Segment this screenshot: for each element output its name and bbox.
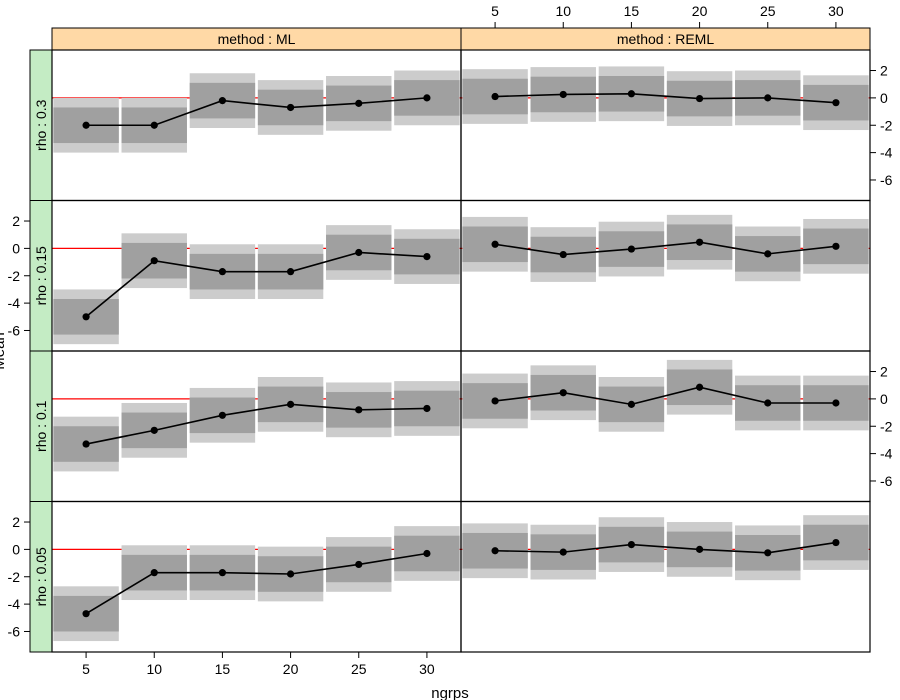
panel <box>52 225 461 344</box>
y-tick-label: -6 <box>880 473 893 489</box>
data-point <box>287 268 294 275</box>
data-point <box>151 569 158 576</box>
data-point <box>491 93 498 100</box>
y-tick-label: 2 <box>880 63 888 79</box>
x-tick-label: 30 <box>828 3 844 19</box>
x-tick-label: 10 <box>146 661 162 677</box>
data-point <box>151 122 158 129</box>
data-point <box>560 91 567 98</box>
data-point <box>287 401 294 408</box>
y-tick-label: -6 <box>8 623 21 639</box>
data-point <box>628 401 635 408</box>
data-point <box>151 257 158 264</box>
col-strip-label: method : REML <box>617 31 714 47</box>
data-point <box>82 440 89 447</box>
data-point <box>628 245 635 252</box>
data-point <box>355 100 362 107</box>
row-strip-label: rho : 0.15 <box>33 246 49 305</box>
y-axis-title: Mean <box>0 332 8 370</box>
panel <box>52 526 461 641</box>
data-point <box>287 104 294 111</box>
row-strip-label: rho : 0.1 <box>33 400 49 452</box>
y-tick-label: 2 <box>12 213 20 229</box>
data-point <box>560 389 567 396</box>
y-tick-label: -2 <box>8 569 21 585</box>
data-point <box>355 561 362 568</box>
data-point <box>764 549 771 556</box>
data-point <box>219 569 226 576</box>
panel <box>461 215 870 282</box>
y-tick-label: -2 <box>880 418 893 434</box>
data-point <box>832 399 839 406</box>
y-tick-label: 0 <box>12 240 20 256</box>
data-point <box>560 549 567 556</box>
y-tick-label: 0 <box>880 391 888 407</box>
y-tick-label: -2 <box>8 268 21 284</box>
x-tick-label: 10 <box>555 3 571 19</box>
x-tick-label: 20 <box>283 661 299 677</box>
panel <box>461 515 870 580</box>
y-tick-label: -2 <box>880 117 893 133</box>
data-point <box>491 241 498 248</box>
data-point <box>423 94 430 101</box>
row-strip-label: rho : 0.05 <box>33 547 49 606</box>
data-point <box>423 405 430 412</box>
data-point <box>219 97 226 104</box>
x-tick-label: 25 <box>351 661 367 677</box>
x-axis-title: ngrps <box>431 685 469 700</box>
y-tick-label: -4 <box>8 295 21 311</box>
data-point <box>628 541 635 548</box>
data-point <box>82 313 89 320</box>
y-tick-label: -4 <box>8 596 21 612</box>
data-point <box>696 239 703 246</box>
chart-svg: method : ML method : REML rho : 0.3 rho : 0… <box>0 0 900 700</box>
y-tick-label: -4 <box>880 145 893 161</box>
data-point <box>287 570 294 577</box>
y-tick-label: -4 <box>880 446 893 462</box>
panel <box>461 360 870 432</box>
x-tick-label: 15 <box>624 3 640 19</box>
data-point <box>219 268 226 275</box>
y-tick-label: 2 <box>12 514 20 530</box>
data-point <box>832 243 839 250</box>
data-point <box>423 550 430 557</box>
y-tick-label: -6 <box>880 172 893 188</box>
data-point <box>82 122 89 129</box>
data-point <box>764 250 771 257</box>
data-point <box>764 399 771 406</box>
data-point <box>491 397 498 404</box>
y-tick-label: -6 <box>8 322 21 338</box>
data-point <box>696 546 703 553</box>
data-point <box>764 94 771 101</box>
data-point <box>696 95 703 102</box>
panel <box>461 66 870 130</box>
panel <box>52 377 461 471</box>
data-point <box>832 99 839 106</box>
data-point <box>355 406 362 413</box>
x-tick-label: 25 <box>760 3 776 19</box>
y-tick-label: 0 <box>880 90 888 106</box>
x-tick-label: 15 <box>215 661 231 677</box>
lattice-chart: method : ML method : REML rho : 0.3 rho : 0… <box>0 0 900 700</box>
data-point <box>82 610 89 617</box>
y-tick-label: 0 <box>12 541 20 557</box>
panel <box>52 71 461 153</box>
data-point <box>423 253 430 260</box>
data-point <box>560 251 567 258</box>
data-point <box>355 249 362 256</box>
row-strip-label: rho : 0.3 <box>33 99 49 151</box>
data-point <box>219 412 226 419</box>
x-tick-label: 5 <box>491 3 499 19</box>
x-tick-label: 5 <box>82 661 90 677</box>
x-tick-label: 30 <box>419 661 435 677</box>
data-point <box>628 90 635 97</box>
y-tick-label: 2 <box>880 364 888 380</box>
data-point <box>491 547 498 554</box>
col-strip-label: method : ML <box>218 31 296 47</box>
data-point <box>832 539 839 546</box>
data-point <box>151 427 158 434</box>
data-point <box>696 384 703 391</box>
x-tick-label: 20 <box>692 3 708 19</box>
